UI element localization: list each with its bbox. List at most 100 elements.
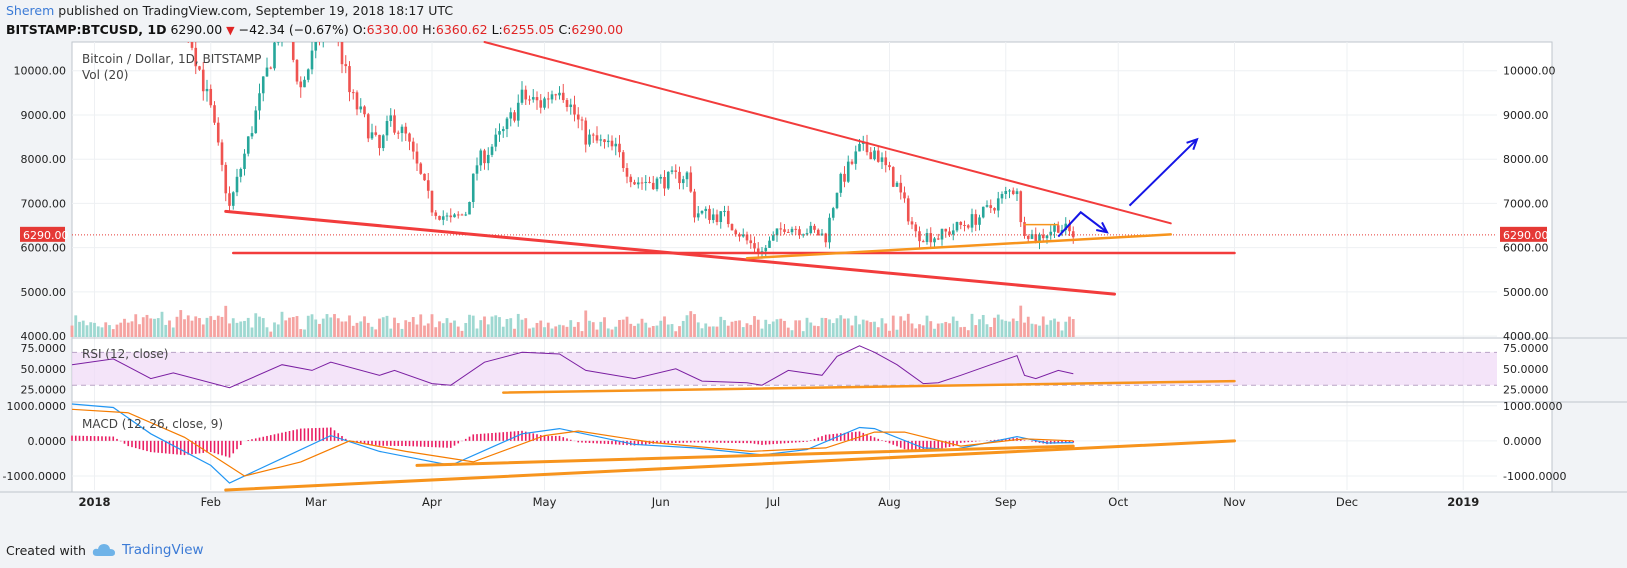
high-value: 6360.62 — [435, 22, 488, 37]
volume-bar — [134, 314, 138, 337]
price-tick-left: 6000.00 — [21, 242, 67, 255]
macd-histogram-bar — [412, 440, 415, 447]
candle-body — [471, 173, 475, 202]
volume-bar — [914, 328, 918, 337]
price-tick-left: 8000.00 — [21, 153, 67, 166]
volume-bar — [295, 316, 299, 337]
macd-histogram-bar — [821, 436, 823, 441]
candle-body — [359, 106, 363, 110]
candle-body — [370, 132, 374, 139]
candle-body — [426, 180, 430, 191]
candle-body — [925, 233, 929, 242]
macd-histogram-bar — [1068, 440, 1071, 443]
rsi-band-layer — [72, 351, 1497, 386]
price-tag-left — [20, 226, 65, 242]
candle-body — [239, 168, 243, 177]
macd-histogram-bar — [273, 434, 276, 441]
volume-bar — [96, 326, 100, 337]
volume-bar — [1019, 305, 1023, 337]
volume-bar — [978, 319, 981, 337]
candle-body — [651, 182, 655, 190]
candle-body — [1038, 234, 1041, 243]
tradingview-brand-link[interactable]: TradingView — [121, 542, 204, 558]
macd-histogram-bar — [888, 440, 891, 444]
macd-histogram-bar — [794, 440, 797, 443]
candle-body — [351, 92, 355, 94]
candle-body — [479, 150, 483, 166]
volume-bar — [239, 321, 243, 337]
candle-body — [670, 170, 674, 172]
volume-bar — [580, 331, 584, 337]
macd-histogram-bar — [791, 440, 793, 443]
volume-bar — [1049, 320, 1053, 337]
volume-bar — [963, 326, 966, 337]
macd-histogram-bar — [318, 427, 321, 441]
candle-body — [689, 172, 693, 192]
macd-histogram-bar — [322, 427, 325, 441]
candle-body — [216, 122, 220, 143]
chart-canvas[interactable]: 10000.00 10000.00 9000.00 9000.00 8000.00 800… — [0, 40, 1627, 540]
macd-histogram-bar — [367, 440, 370, 445]
macd-histogram-bar — [659, 440, 662, 444]
time-tick: Nov — [1223, 495, 1246, 509]
time-tick: 2019 — [1447, 495, 1479, 509]
macd-histogram-bar — [581, 440, 583, 443]
drawings[interactable] — [224, 41, 1236, 492]
candle-body — [258, 93, 261, 111]
candle-body — [509, 112, 513, 119]
macd-histogram-bar — [944, 440, 947, 448]
volume-bar — [595, 329, 599, 337]
volume-bar — [524, 318, 528, 337]
volume-bar — [850, 325, 854, 337]
volume-bar — [966, 330, 970, 337]
candle-body — [959, 222, 963, 225]
candle-body — [989, 205, 993, 209]
candle-body — [906, 198, 910, 222]
macd-histogram-bar — [288, 431, 291, 441]
time-tick: Dec — [1336, 495, 1358, 509]
volume-bar — [861, 319, 865, 337]
volume-bar — [321, 318, 325, 337]
candle-body — [1045, 235, 1049, 239]
candle-body — [963, 224, 966, 226]
candle-body — [794, 228, 798, 230]
volume-bar — [280, 311, 284, 337]
macd-histogram-bar — [93, 436, 96, 441]
volume-bar — [198, 318, 201, 337]
candle-body — [966, 225, 970, 228]
volume-bar — [389, 328, 393, 337]
macd-histogram-bar — [787, 440, 790, 444]
volume-bar — [333, 314, 336, 337]
candle-body — [719, 211, 723, 223]
macd-histogram-bar — [142, 440, 145, 451]
author-link[interactable]: Sherem — [6, 3, 55, 18]
price-tick-right: 8000.00 — [1503, 153, 1549, 166]
macd-histogram-bar — [337, 433, 340, 441]
volume-bar — [471, 315, 475, 337]
macd-histogram-bar — [911, 440, 913, 451]
candle-body — [524, 89, 528, 100]
volume-bar — [156, 318, 160, 337]
macd-histogram-bar — [134, 440, 137, 449]
volume-bar — [846, 318, 850, 337]
volume-bar — [269, 331, 273, 337]
candle-body — [696, 213, 700, 218]
candle-body — [876, 150, 880, 162]
volume-bar — [486, 324, 490, 337]
candle-body — [715, 214, 719, 223]
candle-body — [955, 222, 959, 231]
volume-bar — [693, 314, 696, 337]
macd-histogram-bar — [716, 440, 718, 443]
candle-body — [576, 114, 580, 120]
macd-histogram-bar — [832, 433, 835, 441]
candle-body — [198, 66, 201, 70]
candle-body — [434, 212, 438, 216]
macd-tick-left: 0.0000 — [28, 435, 67, 448]
macd-histogram-bar — [959, 440, 962, 443]
candle-body — [554, 94, 558, 96]
price-tick-right: 9000.00 — [1503, 109, 1549, 122]
candle-body — [224, 164, 228, 194]
candle-body — [1008, 190, 1011, 192]
macd-tick-right: -1000.0000 — [1503, 470, 1566, 483]
candle-body — [430, 190, 434, 213]
